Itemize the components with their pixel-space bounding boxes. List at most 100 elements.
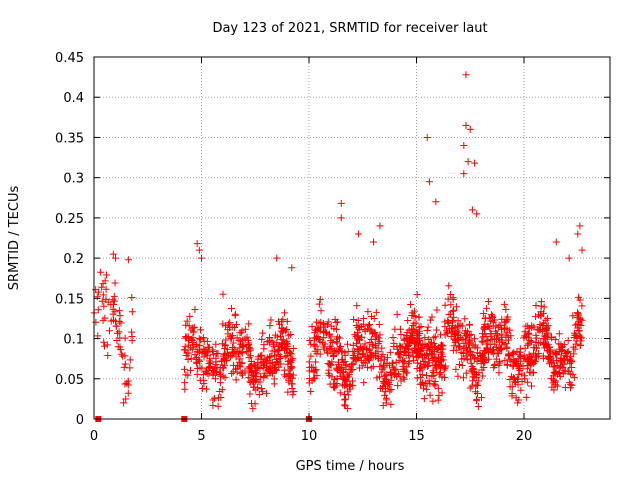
data-point bbox=[231, 311, 239, 319]
data-point bbox=[102, 271, 110, 279]
data-point bbox=[474, 355, 482, 363]
data-point bbox=[477, 394, 485, 402]
data-point bbox=[217, 393, 225, 401]
data-point bbox=[432, 198, 440, 206]
plot-frame bbox=[93, 56, 611, 420]
data-point bbox=[528, 324, 536, 332]
data-point bbox=[528, 355, 536, 363]
data-point bbox=[509, 362, 517, 370]
data-point bbox=[396, 372, 404, 380]
data-point bbox=[226, 323, 234, 331]
data-point bbox=[201, 348, 209, 356]
data-point bbox=[356, 353, 364, 361]
data-point bbox=[211, 375, 219, 383]
data-point bbox=[360, 320, 368, 328]
data-point bbox=[105, 327, 113, 335]
data-point bbox=[184, 356, 192, 364]
data-point bbox=[366, 321, 374, 329]
data-point bbox=[117, 319, 125, 327]
x-axis-label: GPS time / hours bbox=[296, 459, 405, 474]
data-point bbox=[450, 313, 458, 321]
data-point bbox=[493, 331, 501, 339]
data-point bbox=[361, 340, 369, 348]
data-point bbox=[258, 335, 266, 343]
data-point bbox=[209, 351, 217, 359]
data-point bbox=[473, 390, 481, 398]
data-point bbox=[522, 393, 530, 401]
data-point bbox=[229, 339, 237, 347]
data-point bbox=[454, 372, 462, 380]
x-tick-label: 15 bbox=[408, 429, 425, 444]
data-point bbox=[503, 315, 511, 323]
data-point bbox=[518, 370, 526, 378]
data-point bbox=[419, 346, 427, 354]
data-point bbox=[438, 389, 446, 397]
data-point bbox=[349, 377, 357, 385]
data-point bbox=[128, 308, 136, 316]
data-point bbox=[210, 368, 218, 376]
data-point bbox=[437, 348, 445, 356]
data-point bbox=[560, 367, 568, 375]
data-point bbox=[394, 382, 402, 390]
data-point bbox=[507, 332, 515, 340]
data-point bbox=[249, 405, 257, 413]
data-point bbox=[468, 362, 476, 370]
data-point bbox=[228, 334, 236, 342]
data-point bbox=[350, 355, 358, 363]
data-point bbox=[334, 361, 342, 369]
data-point bbox=[395, 349, 403, 357]
data-point bbox=[451, 323, 459, 331]
data-point bbox=[572, 321, 580, 329]
data-point bbox=[311, 334, 319, 342]
data-point bbox=[441, 364, 449, 372]
data-point bbox=[232, 376, 240, 384]
data-point bbox=[531, 351, 539, 359]
data-point bbox=[317, 307, 325, 315]
data-point bbox=[259, 364, 267, 372]
data-point bbox=[341, 358, 349, 366]
data-point bbox=[437, 331, 445, 339]
data-point bbox=[374, 339, 382, 347]
data-point bbox=[437, 341, 445, 349]
data-point bbox=[572, 331, 580, 339]
data-point bbox=[470, 366, 478, 374]
data-point bbox=[206, 359, 214, 367]
data-point bbox=[216, 379, 224, 387]
data-point bbox=[495, 361, 503, 369]
data-point bbox=[434, 384, 442, 392]
data-point bbox=[274, 318, 282, 326]
data-point bbox=[417, 380, 425, 388]
data-point bbox=[479, 333, 487, 341]
data-point bbox=[328, 373, 336, 381]
data-point bbox=[369, 362, 377, 370]
data-point bbox=[532, 334, 540, 342]
data-point bbox=[532, 302, 540, 310]
data-point bbox=[334, 318, 342, 326]
data-point bbox=[479, 338, 487, 346]
data-point bbox=[426, 316, 434, 324]
data-point bbox=[312, 334, 320, 342]
data-point bbox=[428, 313, 436, 321]
data-point bbox=[555, 330, 563, 338]
data-point bbox=[182, 321, 190, 329]
data-point bbox=[382, 394, 390, 402]
data-point bbox=[245, 344, 253, 352]
data-point bbox=[289, 345, 297, 353]
data-point bbox=[282, 339, 290, 347]
data-point bbox=[401, 357, 409, 365]
data-point bbox=[418, 354, 426, 362]
data-point bbox=[361, 352, 369, 360]
data-points bbox=[90, 71, 586, 413]
data-point bbox=[202, 368, 210, 376]
data-point bbox=[280, 309, 288, 317]
data-point bbox=[367, 348, 375, 356]
data-point bbox=[234, 348, 242, 356]
data-point bbox=[386, 387, 394, 395]
data-point bbox=[418, 364, 426, 372]
data-point bbox=[515, 371, 523, 379]
data-point bbox=[544, 329, 552, 337]
data-point bbox=[336, 334, 344, 342]
data-point bbox=[429, 397, 437, 405]
data-point bbox=[94, 306, 102, 314]
data-point bbox=[462, 344, 470, 352]
